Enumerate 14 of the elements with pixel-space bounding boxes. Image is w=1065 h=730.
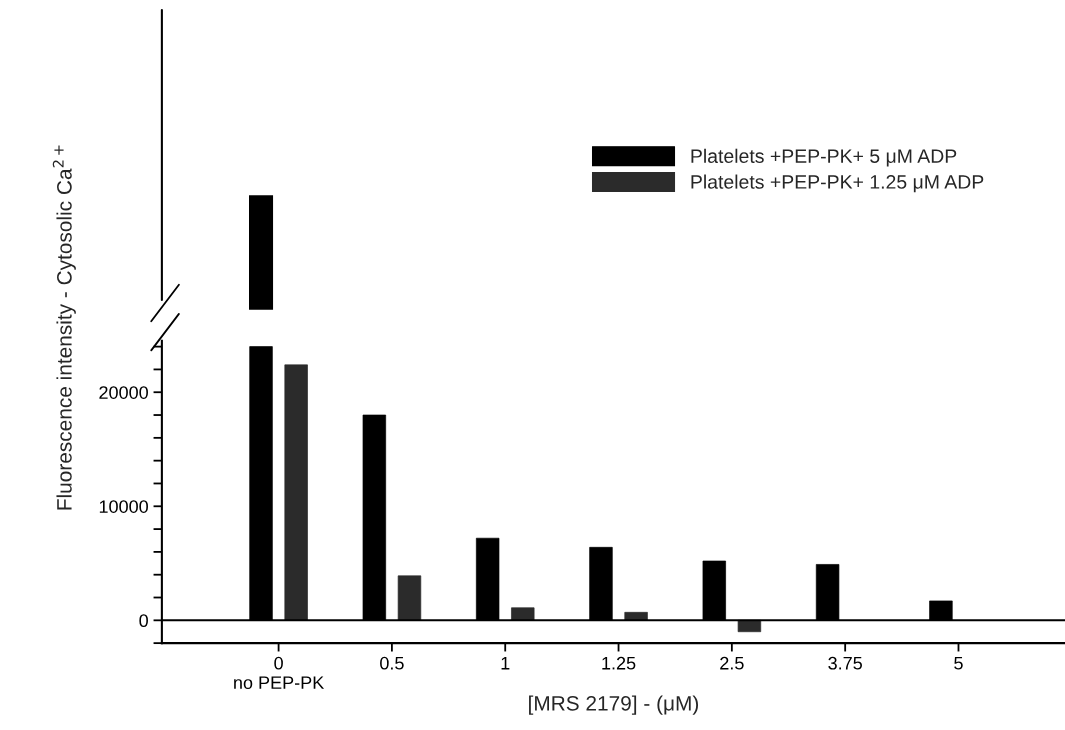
y-tick-label: 20000 [99,386,148,399]
x-tick-label: 1.25 [602,656,636,670]
legend-label: Platelets +PEP-PK+ 1.25 μM ADP [691,174,984,193]
y-axis-title: Fluorescence intensity - Cytosolic Ca$^{2+}$ [52,145,76,510]
x-axis-title: [MRS 2179] - (μM) [529,695,699,715]
legend-label: Platelets +PEP-PK+ 5 μM ADP [691,148,957,167]
y-tick-label: 0 [139,614,148,628]
x-tick-label: 5 [954,656,963,670]
y-tick-label: 10000 [99,500,148,513]
x-tick-label: 3.75 [828,656,862,670]
x-tick-label: 0 no PEP-PK [234,656,325,690]
x-tick-label: 1 [501,656,510,670]
x-tick-label: 0.5 [380,656,404,670]
x-tick-label: 2.5 [720,656,744,670]
